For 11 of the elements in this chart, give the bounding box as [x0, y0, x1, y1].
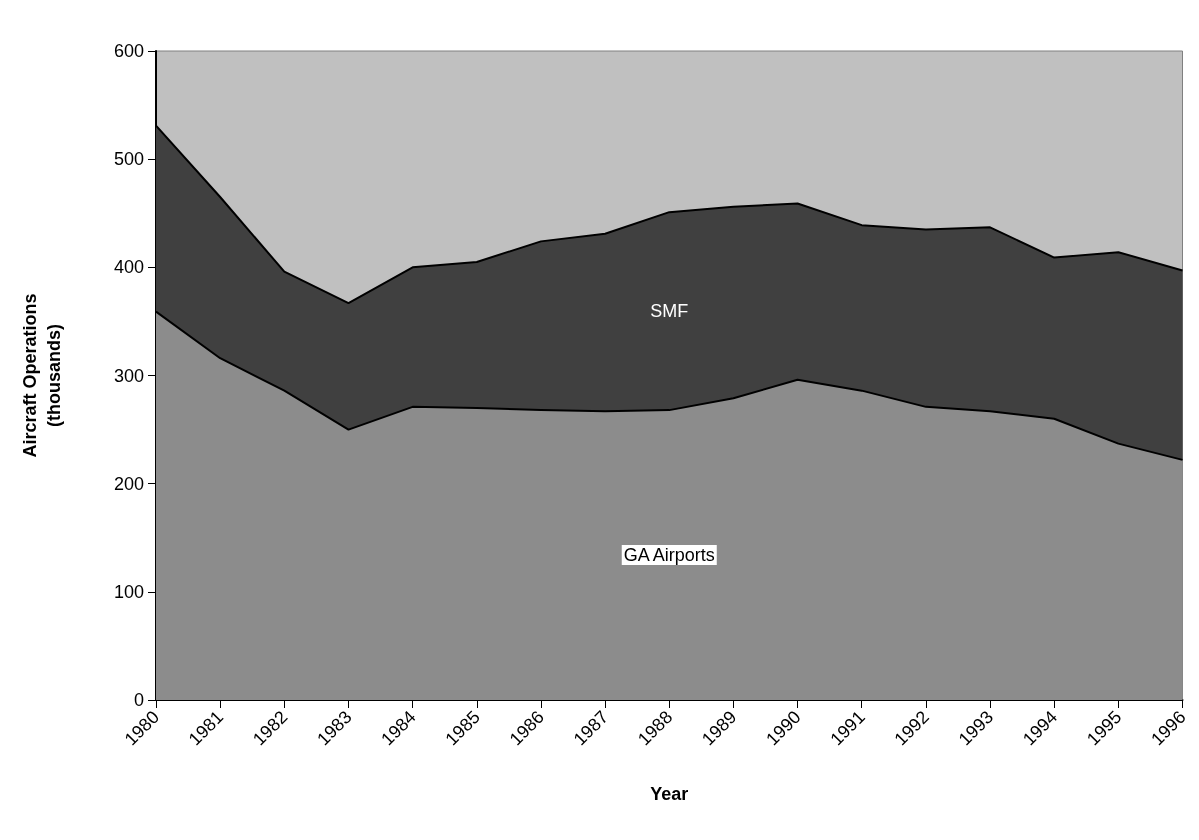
series-label: GA Airports [623, 545, 715, 566]
series-label: SMF [650, 301, 689, 322]
y-tick-label: 0 [133, 690, 144, 710]
y-tick-label: 100 [113, 581, 144, 602]
y-tick-label: 400 [113, 257, 144, 278]
y-axis-title: Aircraft Operations (thousands) [20, 293, 64, 458]
y-tick-label: 600 [113, 41, 144, 61]
x-axis-title: Year [650, 784, 689, 804]
y-tick-label: 200 [113, 473, 144, 494]
y-tick-label: 500 [113, 149, 144, 170]
y-tick-label: 300 [113, 365, 144, 386]
